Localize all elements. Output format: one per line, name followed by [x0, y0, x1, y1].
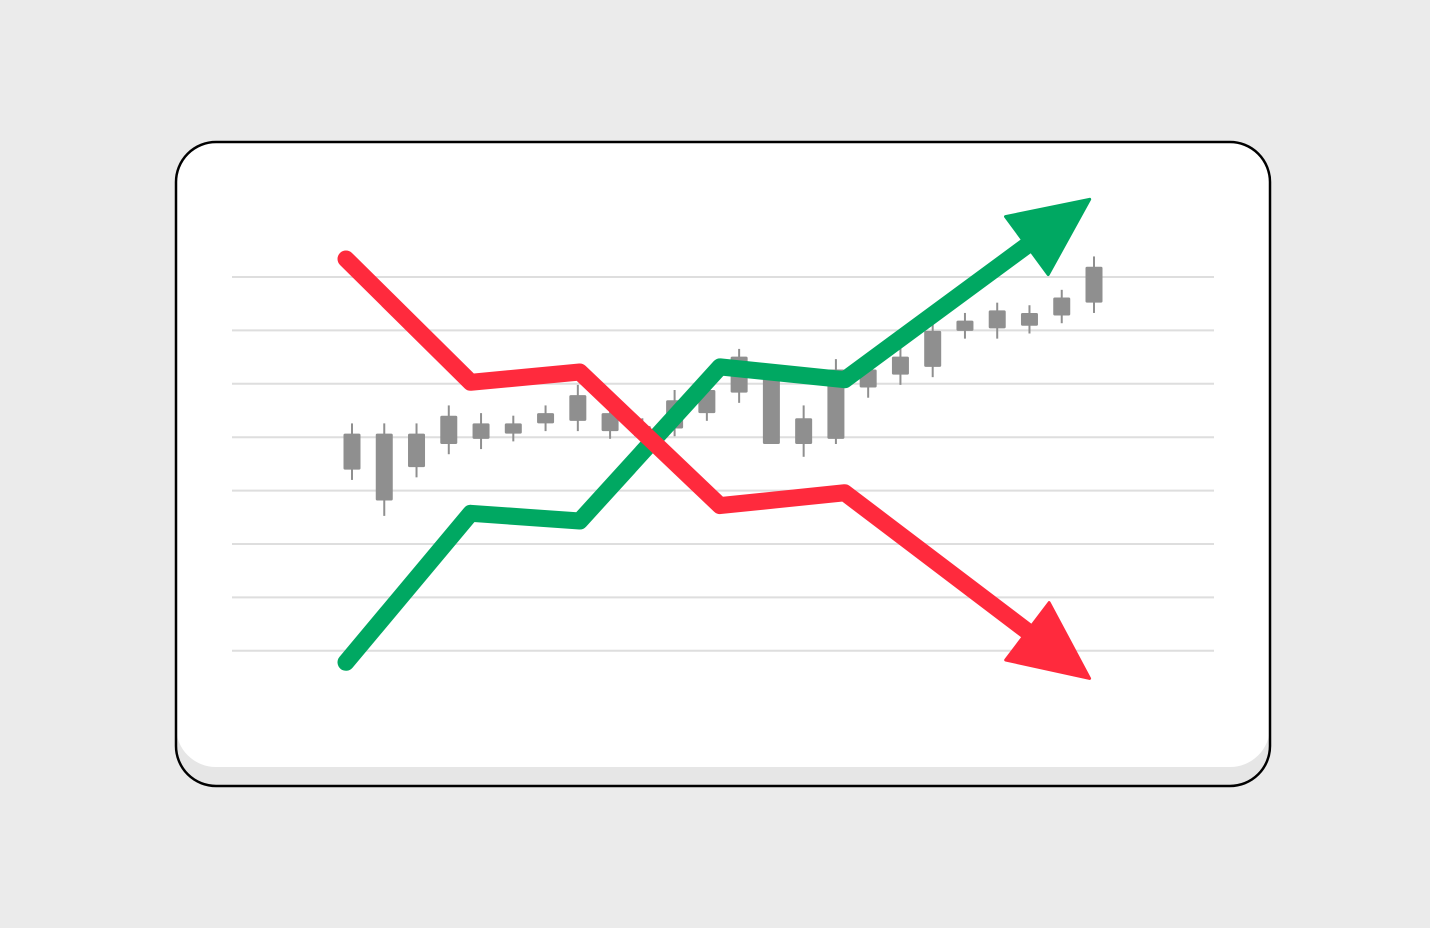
candle-body [924, 330, 942, 367]
candle-body [601, 413, 619, 432]
arrow-down-right-icon [1004, 601, 1092, 680]
candle [504, 415, 522, 442]
arrow-up-right-icon [1004, 197, 1092, 277]
candle [537, 405, 555, 432]
candle [1085, 256, 1103, 313]
candle-body [1053, 297, 1071, 316]
candle [440, 405, 458, 455]
candle-body [440, 415, 458, 444]
candle [1053, 289, 1071, 324]
candle-body [762, 372, 780, 444]
candle [988, 302, 1006, 339]
candle [343, 423, 361, 480]
grid-lines [232, 276, 1214, 652]
candle [1020, 305, 1038, 334]
candle [408, 423, 426, 478]
candle-body [504, 423, 522, 434]
candle-body [343, 433, 361, 470]
candle [891, 346, 909, 385]
candle-body [1085, 266, 1103, 303]
candle [795, 405, 813, 457]
candle-body [988, 310, 1006, 329]
candle-body [408, 433, 426, 468]
candle [569, 384, 587, 432]
candle-body [795, 418, 813, 444]
candle [956, 312, 974, 339]
candle-body [1020, 312, 1038, 326]
candle [762, 372, 780, 444]
card-border [174, 140, 1272, 788]
candle [375, 423, 393, 516]
trend-lines [337, 197, 1092, 680]
candle-body [472, 423, 490, 439]
candle [924, 318, 942, 378]
card [176, 142, 1270, 767]
downtrend-line [337, 250, 1044, 646]
candle-body [956, 320, 974, 331]
candle-body [891, 356, 909, 375]
candle-body [537, 413, 555, 424]
candle [472, 413, 490, 450]
candle-body [375, 433, 393, 501]
candle-body [569, 395, 587, 421]
